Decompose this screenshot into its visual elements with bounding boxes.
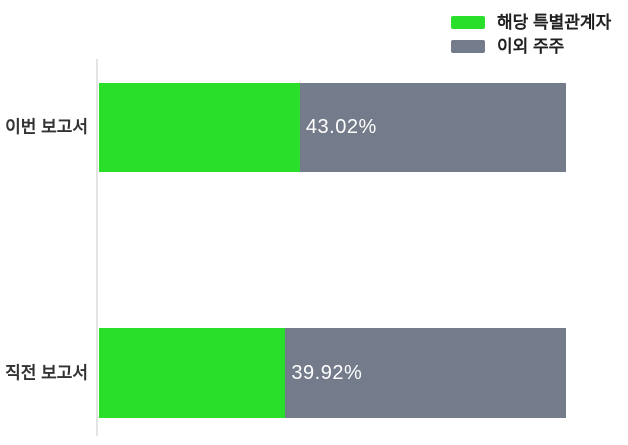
legend-swatch-green	[451, 16, 485, 29]
legend-label: 이외 주주	[497, 37, 565, 56]
value-label: 43.02%	[305, 116, 377, 138]
category-label-previous-report: 직전 보고서	[5, 363, 88, 383]
legend-item-other-shareholders: 이외 주주	[451, 38, 611, 55]
legend-item-special-related: 해당 특별관계자	[451, 14, 611, 31]
chart-legend: 해당 특별관계자 이외 주주	[451, 14, 611, 55]
y-axis-line	[96, 59, 98, 436]
bar-segment-other-shareholders: 39.92%	[285, 328, 566, 418]
bar-segment-special-related	[99, 328, 286, 418]
bar-current-report: 43.02%	[99, 83, 566, 172]
category-label-current-report: 이번 보고서	[5, 117, 88, 137]
bar-segment-special-related	[99, 83, 300, 172]
legend-swatch-gray	[451, 40, 485, 53]
value-label: 39.92%	[291, 361, 363, 384]
legend-label: 해당 특별관계자	[497, 13, 612, 32]
bar-segment-other-shareholders: 43.02%	[299, 83, 566, 172]
bar-previous-report: 39.92%	[99, 328, 566, 418]
